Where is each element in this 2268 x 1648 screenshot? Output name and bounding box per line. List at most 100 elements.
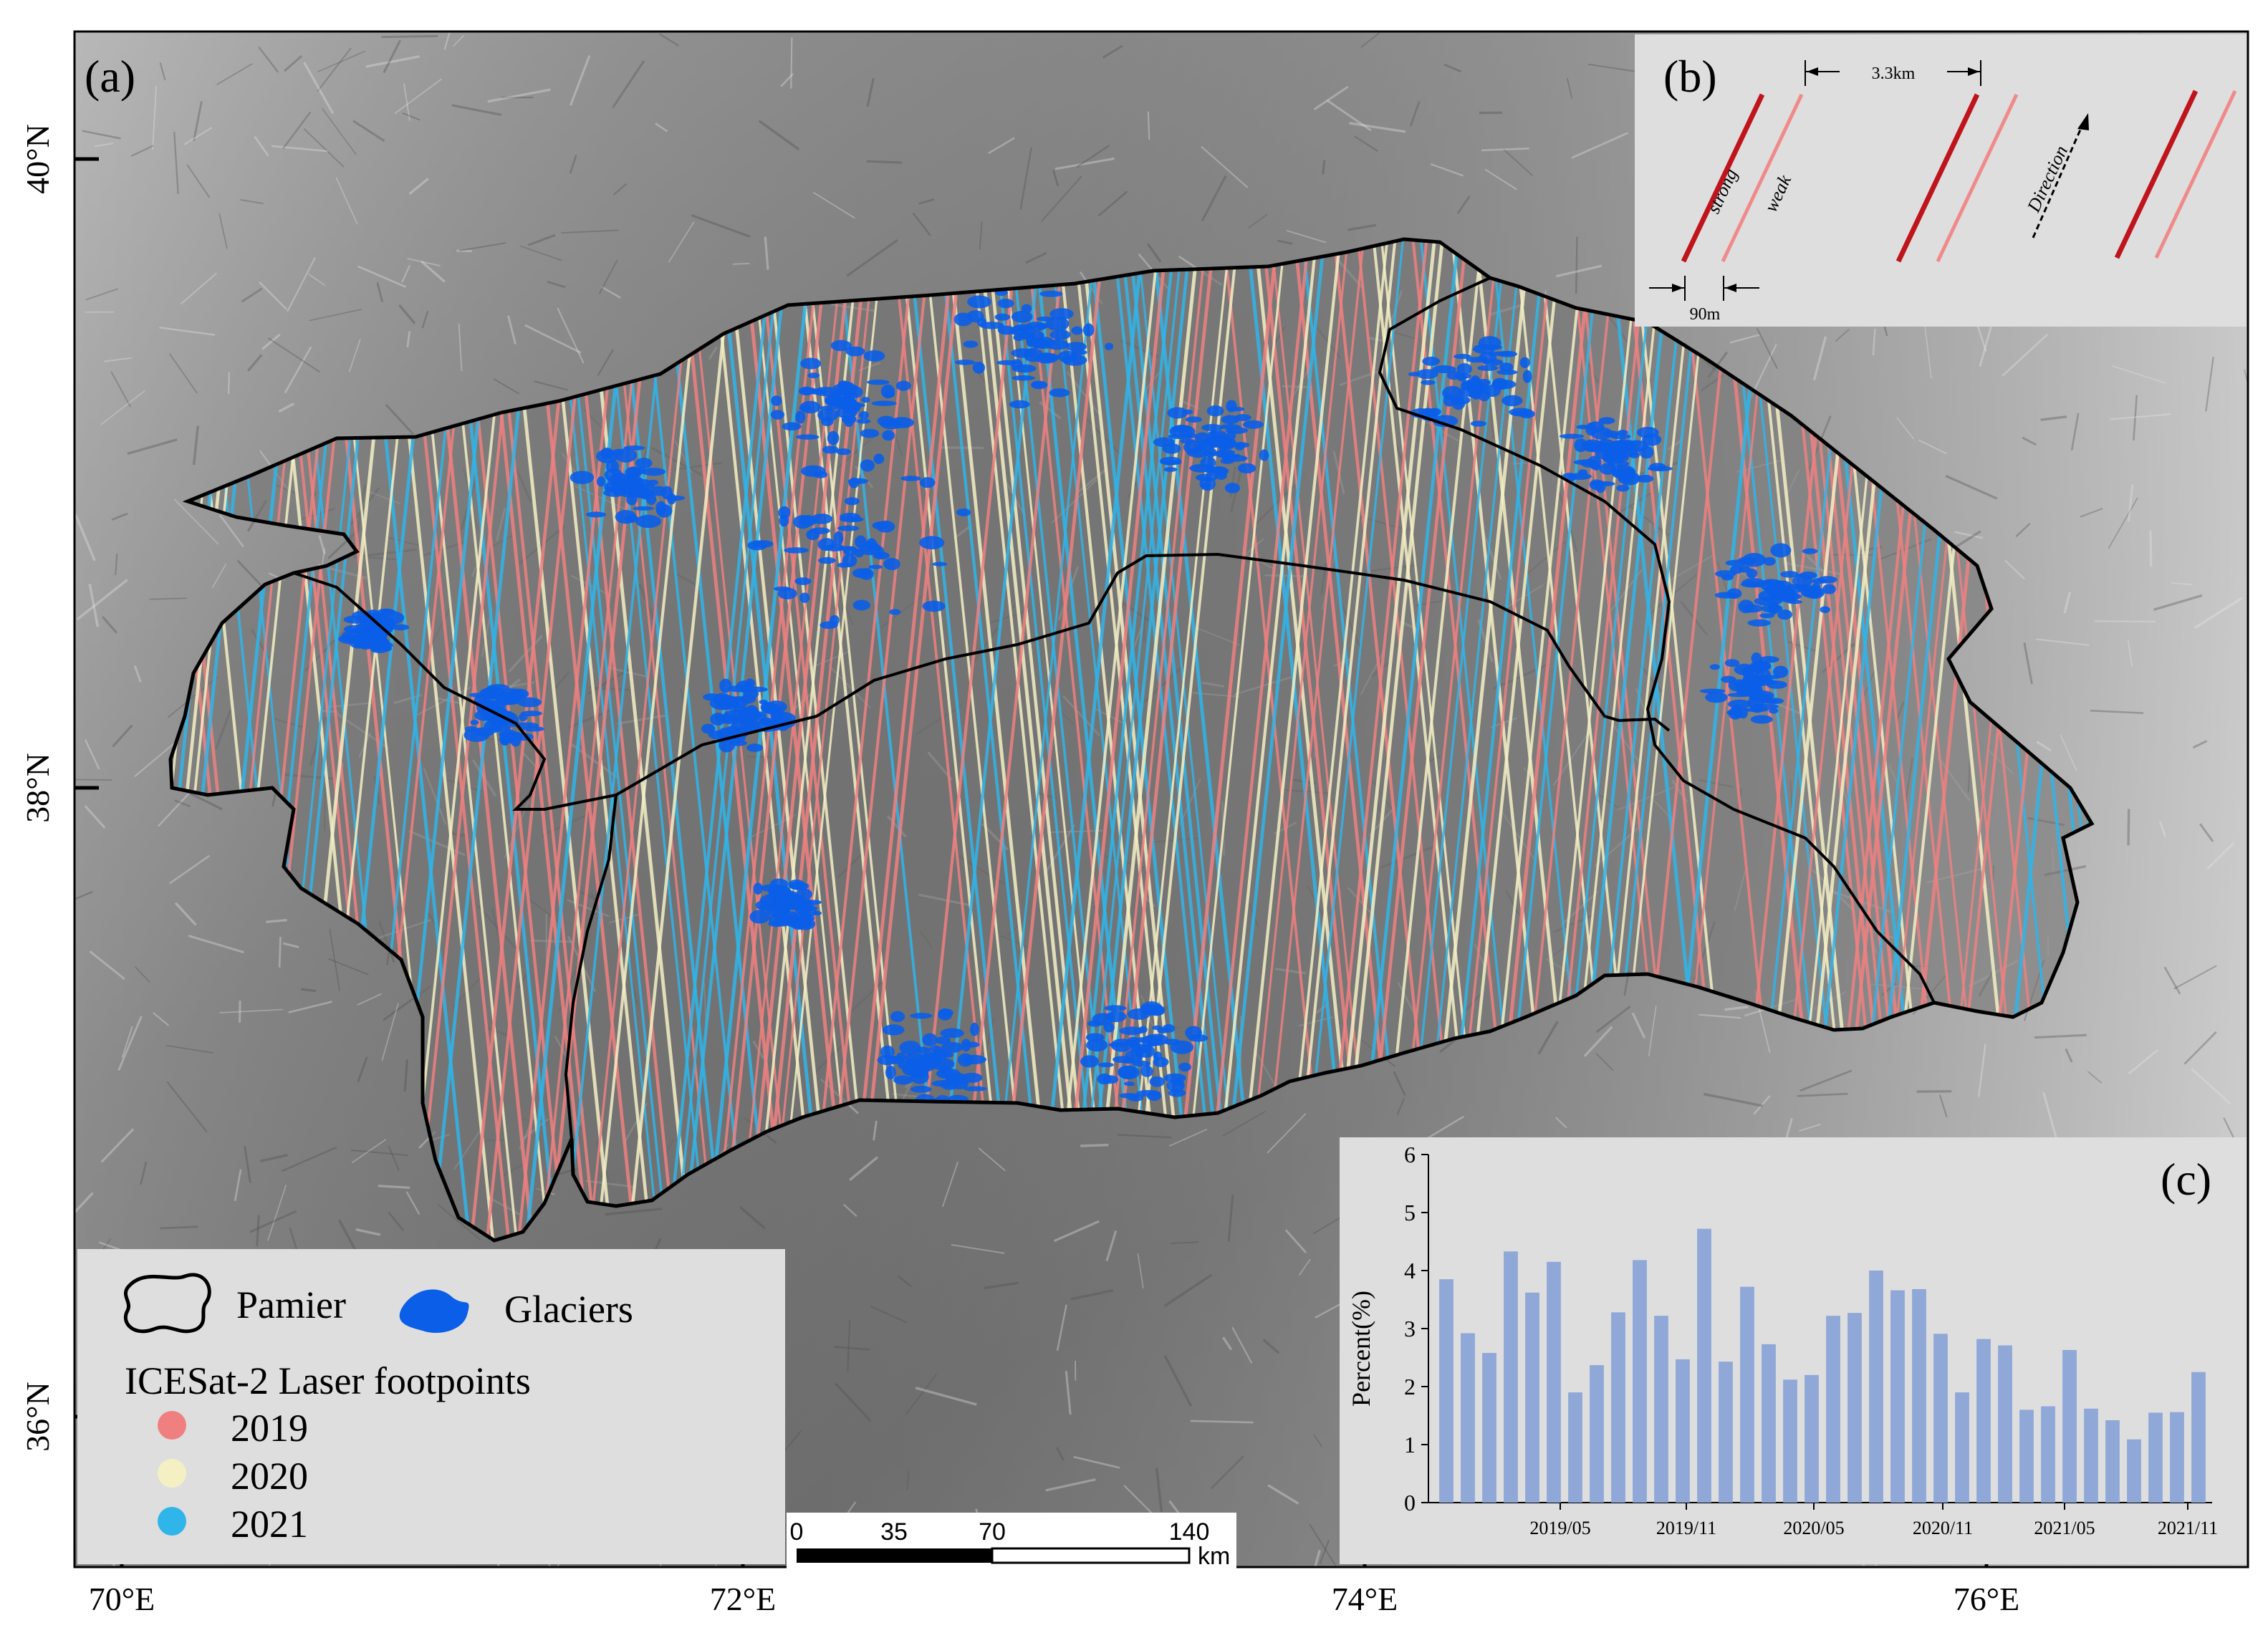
chart-bar	[1719, 1362, 1733, 1503]
dem-ridge	[2191, 1068, 2232, 1105]
glacier-patch	[1185, 1026, 1202, 1040]
dem-ridge	[381, 1003, 399, 1061]
glacier-patch	[1799, 572, 1817, 579]
footprint-track	[1126, 239, 1238, 1240]
glacier-patch	[1759, 613, 1775, 619]
glacier-patch	[910, 1069, 929, 1084]
glacier-patch	[844, 497, 860, 506]
glacier-patch	[811, 514, 832, 524]
glacier-patch	[1259, 449, 1269, 461]
glacier-patch	[1209, 430, 1228, 441]
dem-ridge	[941, 1161, 959, 1208]
scale-segment-white	[991, 1547, 1191, 1564]
chart-bar	[1504, 1251, 1518, 1503]
glacier-patch	[1221, 455, 1248, 462]
glacier-patch	[1132, 1060, 1151, 1067]
glacier-patch	[1140, 1065, 1153, 1077]
glacier-patch	[871, 400, 897, 406]
dem-ridge	[127, 438, 178, 456]
glacier-patch	[1170, 1040, 1194, 1054]
dem-ridge	[407, 258, 441, 266]
dem-ridge	[1326, 100, 1372, 132]
glacier-patch	[758, 904, 777, 911]
dem-ridge	[834, 1382, 872, 1422]
dem-ridge	[159, 62, 166, 81]
dem-ridge	[1087, 1561, 1092, 1567]
glacier-patch	[1087, 1020, 1102, 1027]
dem-ridge	[239, 1001, 241, 1023]
inset-c: (c) Percent(%) 0 1 2 3 4 5 6 2019/05 2019/11 202…	[1340, 1137, 2247, 1564]
dem-ridge	[915, 1387, 977, 1406]
glacier-patch	[1105, 342, 1114, 351]
footprint-track	[562, 239, 673, 1240]
glacier-patch	[1567, 473, 1592, 480]
glacier-patch	[1039, 290, 1063, 297]
dem-ridge	[1443, 63, 1462, 73]
panel-a-label: (a)	[85, 51, 135, 102]
gap-label: 90m	[1690, 305, 1721, 324]
footprint-track	[1122, 239, 1232, 1240]
glacier-patch	[1734, 663, 1756, 675]
dem-ridge	[2063, 592, 2072, 614]
inset-b-background	[1635, 34, 2247, 327]
glacier-patch	[802, 900, 822, 905]
glacier-patch	[469, 693, 488, 698]
glacier-patch	[770, 410, 785, 420]
dem-ridge	[180, 272, 217, 305]
dem-ridge	[2060, 734, 2077, 771]
glacier-patch	[723, 709, 749, 722]
glacier-patch	[1461, 379, 1483, 387]
footprint-track	[1135, 239, 1245, 1240]
footprint-track	[1032, 239, 1143, 1240]
dem-ridge	[2127, 640, 2133, 667]
dem-ridge	[121, 1026, 133, 1058]
dem-ridge	[1041, 175, 1082, 222]
glacier-patch	[830, 339, 852, 352]
footprint-track	[1231, 239, 1343, 1240]
footprint-track	[1177, 239, 1287, 1240]
footprint-track	[993, 239, 1103, 1240]
footprint-track	[594, 239, 704, 1240]
dem-ridge	[1019, 147, 1032, 210]
glacier-patch	[648, 479, 659, 486]
glacier-patch	[915, 1046, 931, 1054]
footprint-track	[483, 239, 595, 1240]
dem-ridge	[598, 259, 618, 294]
dem-ridge	[115, 553, 118, 575]
chart-x-tick-label: 2021/11	[2158, 1518, 2218, 1538]
dem-ridge	[1484, 168, 1517, 191]
chart-bar	[1762, 1344, 1776, 1503]
footprint-track	[724, 239, 836, 1240]
dem-ridge	[84, 805, 106, 829]
glacier-patch	[1180, 438, 1195, 444]
glacier-patch	[837, 525, 860, 531]
dem-ridge	[388, 1211, 405, 1232]
glacier-patch	[1194, 432, 1211, 443]
dem-ridge	[357, 265, 406, 288]
chart-bar	[1676, 1359, 1690, 1503]
pamier-legend-label: Pamier	[236, 1283, 346, 1326]
gap-arrowhead-left	[1672, 284, 1683, 292]
glacier-patch	[840, 386, 857, 398]
dem-ridge	[561, 229, 619, 234]
legend-2021-label: 2021	[231, 1503, 308, 1546]
glacier-patch	[799, 592, 810, 603]
footprint-track	[898, 239, 1009, 1240]
glacier-patch	[1777, 609, 1793, 620]
footprint-track	[599, 239, 709, 1240]
dem-ridge	[1977, 1044, 1986, 1097]
scale-tick-0: 0	[790, 1518, 804, 1546]
glacier-patch	[1124, 1081, 1135, 1086]
dem-ridge	[905, 1374, 937, 1415]
glaciers-legend-label: Glaciers	[504, 1288, 633, 1331]
glacier-patch	[363, 625, 374, 632]
dem-ridge	[258, 46, 279, 73]
glacier-patch	[1728, 679, 1750, 692]
dem-ridge	[1137, 1253, 1144, 1289]
footprint-track	[522, 239, 634, 1240]
chart-bar	[1805, 1374, 1819, 1503]
glacier-patch	[793, 515, 812, 529]
dem-ridge	[219, 1008, 283, 1013]
footprint-track	[1034, 239, 1146, 1240]
chart-bar	[1912, 1288, 1926, 1503]
